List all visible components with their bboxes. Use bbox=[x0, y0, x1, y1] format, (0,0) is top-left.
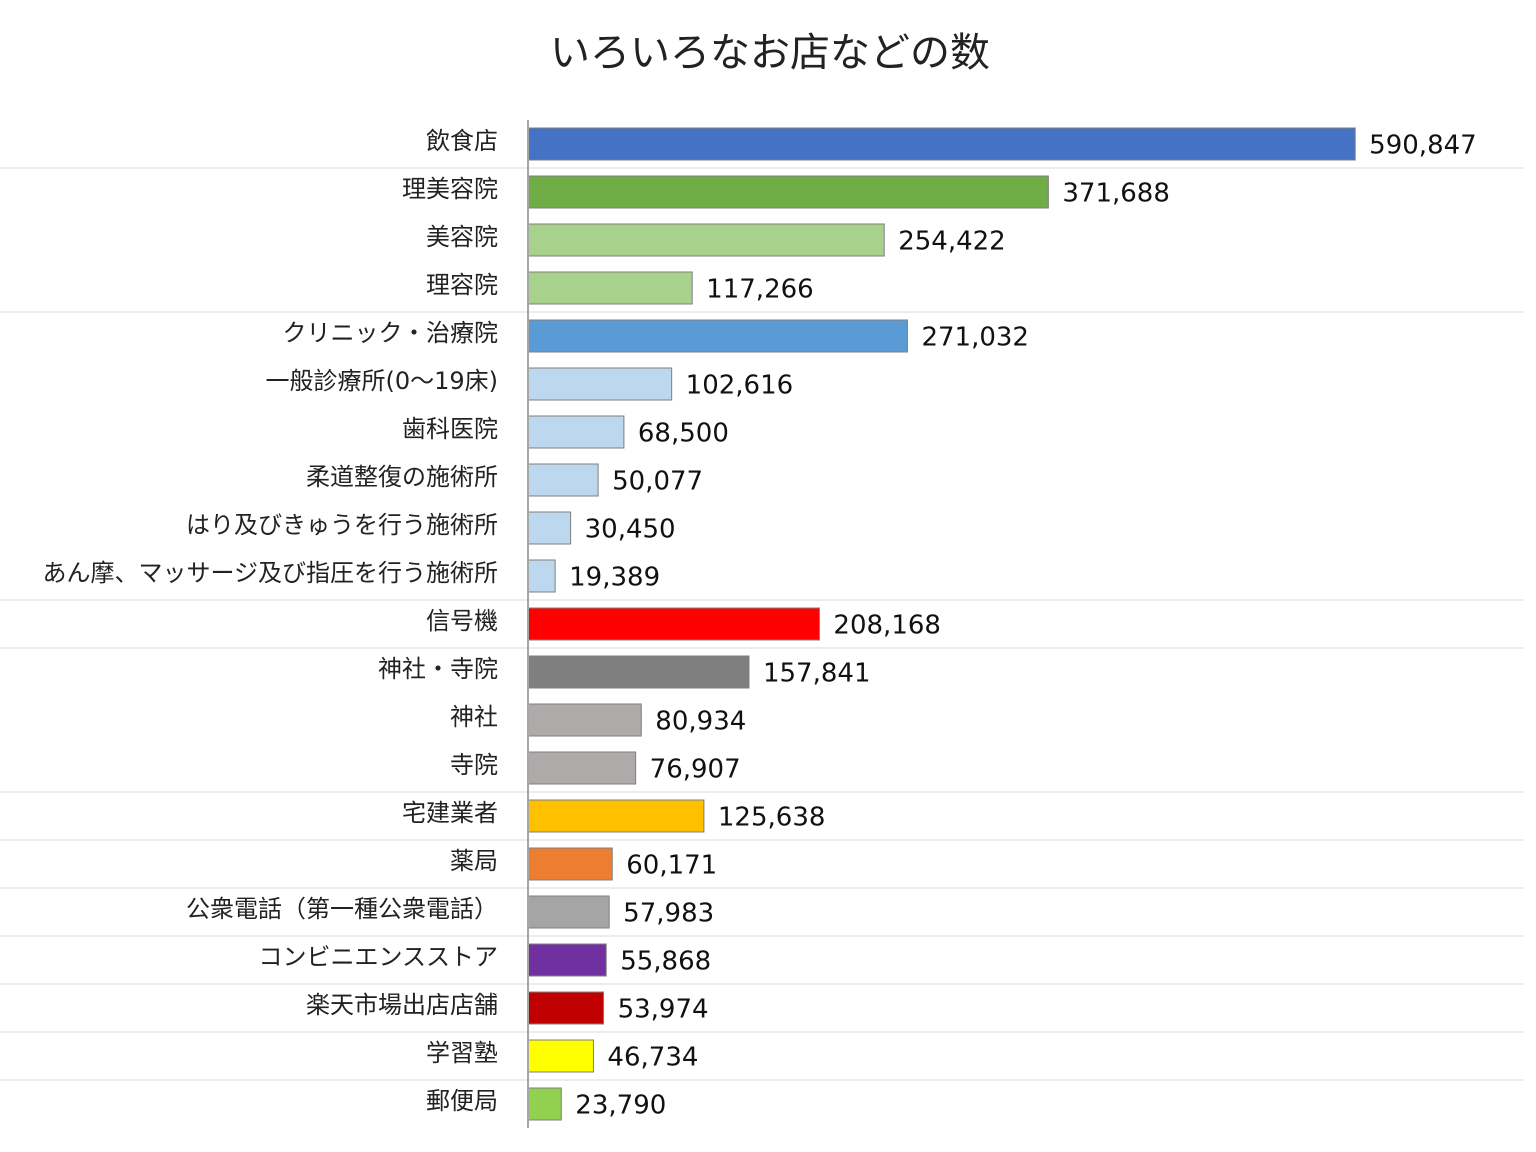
bar bbox=[527, 1039, 594, 1073]
category-label: 宅建業者 bbox=[402, 799, 498, 827]
category-label: クリニック・治療院 bbox=[282, 319, 498, 347]
category-label: 理美容院 bbox=[402, 175, 498, 203]
value-label: 60,171 bbox=[626, 851, 717, 881]
bar bbox=[527, 943, 607, 977]
bar bbox=[527, 607, 820, 641]
value-label: 125,638 bbox=[718, 803, 826, 833]
bar bbox=[527, 895, 610, 929]
bar bbox=[527, 703, 642, 737]
value-label: 157,841 bbox=[763, 659, 871, 689]
value-label: 117,266 bbox=[706, 275, 814, 305]
category-label: 飲食店 bbox=[426, 127, 498, 155]
category-label: 神社・寺院 bbox=[378, 655, 498, 683]
value-label: 55,868 bbox=[620, 947, 711, 977]
category-label: 神社 bbox=[450, 703, 498, 731]
category-label: 歯科医院 bbox=[402, 415, 498, 443]
value-label: 57,983 bbox=[623, 899, 714, 929]
value-label: 30,450 bbox=[585, 515, 676, 545]
value-label: 19,389 bbox=[569, 563, 660, 593]
value-label: 80,934 bbox=[655, 707, 746, 737]
category-label: 学習塾 bbox=[426, 1039, 498, 1067]
bar bbox=[527, 751, 637, 785]
bar bbox=[527, 511, 572, 545]
value-label: 271,032 bbox=[921, 323, 1029, 353]
category-label: あん摩、マッサージ及び指圧を行う施術所 bbox=[42, 559, 498, 587]
category-label: 柔道整復の施術所 bbox=[306, 463, 498, 491]
value-label: 46,734 bbox=[607, 1043, 698, 1073]
bar bbox=[527, 463, 599, 497]
bar bbox=[527, 415, 625, 449]
value-label: 590,847 bbox=[1369, 131, 1477, 161]
value-label: 23,790 bbox=[575, 1091, 666, 1121]
category-label: 信号機 bbox=[426, 607, 498, 635]
category-label: コンビニエンスストア bbox=[258, 943, 498, 971]
category-label: 公衆電話（第一種公衆電話） bbox=[186, 895, 498, 923]
value-label: 76,907 bbox=[650, 755, 741, 785]
bar bbox=[527, 175, 1049, 209]
value-label: 254,422 bbox=[898, 227, 1006, 257]
bar bbox=[527, 799, 705, 833]
category-label: 薬局 bbox=[450, 847, 498, 875]
category-label: 理容院 bbox=[426, 271, 498, 299]
category-label: 寺院 bbox=[450, 751, 498, 779]
category-label: 郵便局 bbox=[426, 1087, 498, 1115]
bar bbox=[527, 655, 750, 689]
bar bbox=[527, 271, 693, 305]
value-label: 50,077 bbox=[612, 467, 703, 497]
value-label: 53,974 bbox=[618, 995, 709, 1025]
chart-title: いろいろなお店などの数 bbox=[550, 30, 990, 76]
bar bbox=[527, 367, 673, 401]
category-label: 楽天市場出店店舗 bbox=[306, 991, 498, 1019]
value-label: 208,168 bbox=[833, 611, 941, 641]
bar bbox=[527, 319, 908, 353]
value-label: 371,688 bbox=[1062, 179, 1170, 209]
category-label: はり及びきゅうを行う施術所 bbox=[186, 511, 498, 539]
bar bbox=[527, 1087, 562, 1121]
group-separators bbox=[0, 167, 1524, 1081]
bar bbox=[527, 847, 613, 881]
category-label: 一般診療所(0～19床) bbox=[265, 367, 498, 395]
bar bbox=[527, 991, 605, 1025]
bar bbox=[527, 127, 1356, 161]
bar bbox=[527, 223, 885, 257]
value-labels: 590,847 371,688 254,422 117,266 271,032 102,6… bbox=[569, 131, 1477, 1121]
value-label: 68,500 bbox=[638, 419, 729, 449]
bar bbox=[527, 559, 556, 593]
category-label: 美容院 bbox=[426, 223, 498, 251]
value-label: 102,616 bbox=[686, 371, 794, 401]
